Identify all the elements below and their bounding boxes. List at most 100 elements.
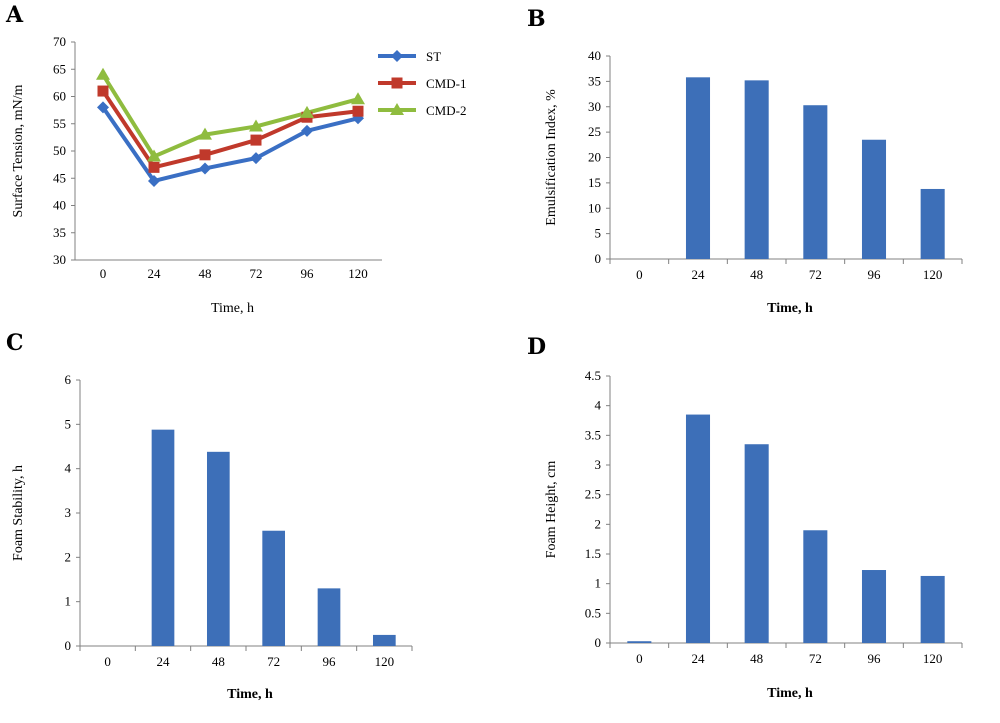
x-tick-label: 0	[104, 654, 111, 669]
point-st	[199, 162, 211, 175]
foam-height-chart: 0 0.5 1 1.5 2 2.5 3 3.5 4 4.5 Foam Height, cm Time,…	[544, 368, 963, 701]
foam-stability-chart: 0 1 2 3 4 5 6 Foam Stability, h Time, h 0 24 48 72 96…	[11, 372, 413, 702]
y-axis-title: Emulsification Index, %	[544, 89, 559, 226]
legend-label-cmd-1: CMD-1	[426, 76, 466, 91]
y-tick-label: 1.5	[585, 546, 601, 561]
y-tick-label: 1	[595, 576, 602, 591]
y-tick-label: 35	[53, 225, 66, 240]
bar-0	[627, 641, 652, 643]
y-tick-label: 65	[53, 61, 66, 76]
y-tick-label: 10	[588, 200, 601, 215]
x-tick-label: 24	[692, 651, 706, 666]
bar-48	[744, 444, 769, 643]
bar-120	[920, 575, 945, 643]
x-tick-label: 48	[212, 654, 225, 669]
x-tick-label: 24	[692, 267, 706, 282]
y-tick-label: 5	[595, 226, 602, 241]
x-tick-label: 120	[923, 651, 943, 666]
y-tick-label: 3.5	[585, 427, 601, 442]
legend-label-cmd-2: CMD-2	[426, 103, 466, 118]
y-tick-label: 3	[65, 505, 72, 520]
y-tick-label: 0.5	[585, 605, 601, 620]
y-tick-label: 2	[595, 516, 602, 531]
bar-72	[803, 530, 828, 643]
y-tick-label: 50	[53, 143, 66, 158]
bar-24	[685, 77, 711, 259]
y-axis-title: Foam Stability, h	[11, 465, 26, 561]
series-line-cmd-1	[101, 89, 359, 170]
point-cmd-1	[148, 161, 160, 173]
bar-120	[372, 634, 396, 646]
x-tick-label: 0	[636, 651, 643, 666]
point-cmd-1	[352, 105, 364, 117]
x-axis-title: Time, h	[211, 301, 254, 316]
x-tick-label: 48	[750, 651, 763, 666]
bar-72	[803, 105, 828, 259]
y-tick-label: 40	[53, 198, 66, 213]
x-tick-label: 120	[348, 266, 368, 281]
y-tick-label: 35	[588, 73, 601, 88]
point-st	[148, 174, 160, 187]
y-tick-label: 55	[53, 116, 66, 131]
y-tick-label: 4	[65, 461, 72, 476]
x-tick-label: 72	[809, 267, 822, 282]
point-st	[301, 124, 313, 137]
y-tick-label: 70	[53, 34, 66, 49]
point-cmd-2	[198, 127, 212, 140]
x-tick-label: 48	[199, 266, 212, 281]
y-tick-label: 4.5	[585, 368, 601, 383]
x-tick-label: 72	[250, 266, 263, 281]
bar-48	[206, 451, 230, 646]
y-axis-title: Foam Height, cm	[544, 461, 559, 559]
y-tick-label: 20	[588, 150, 601, 165]
y-tick-label: 3	[595, 457, 602, 472]
x-tick-label: 0	[100, 266, 107, 281]
series-line-st	[101, 106, 359, 183]
point-cmd-1	[250, 134, 262, 146]
legend-marker-cmd-2	[390, 103, 404, 115]
bar-72	[262, 530, 286, 646]
y-tick-label: 2	[65, 549, 72, 564]
y-tick-label: 0	[595, 251, 602, 266]
point-st	[250, 152, 262, 165]
y-tick-label: 2.5	[585, 487, 601, 502]
x-tick-label: 96	[323, 654, 337, 669]
point-st	[97, 101, 109, 114]
point-cmd-2	[351, 92, 365, 105]
y-tick-label: 40	[588, 48, 601, 63]
legend-marker-cmd-1	[391, 77, 403, 89]
x-tick-label: 96	[868, 651, 882, 666]
y-tick-label: 25	[588, 124, 601, 139]
x-tick-label: 24	[148, 266, 162, 281]
point-cmd-2	[249, 119, 263, 132]
y-tick-label: 15	[588, 175, 601, 190]
y-tick-label: 1	[65, 594, 72, 609]
y-tick-label: 60	[53, 89, 66, 104]
bar-96	[317, 588, 341, 646]
y-tick-label: 0	[595, 635, 602, 650]
point-cmd-2	[300, 105, 314, 118]
point-cmd-1	[199, 149, 211, 161]
x-tick-label: 0	[636, 267, 643, 282]
legend-label-st: ST	[426, 49, 441, 64]
panel-letter-b: B	[527, 6, 546, 32]
x-axis-title: Time, h	[227, 687, 273, 702]
x-tick-label: 96	[301, 266, 315, 281]
y-tick-label: 45	[53, 170, 66, 185]
surface-tension-chart: 30 35 40 45 50 55 60 65 70 Surface Tension, mN/m T…	[11, 34, 466, 316]
x-tick-label: 96	[868, 267, 882, 282]
y-tick-label: 6	[65, 372, 72, 387]
panel-letter-d: D	[527, 334, 546, 360]
x-axis-title: Time, h	[767, 301, 813, 316]
x-tick-label: 48	[750, 267, 763, 282]
x-tick-label: 24	[157, 654, 171, 669]
emulsification-index-chart: 0 5 10 15 20 25 30 35 40 Emulsification Index, % T…	[544, 48, 963, 316]
y-tick-label: 30	[53, 252, 66, 267]
y-tick-label: 4	[595, 398, 602, 413]
bar-96	[861, 139, 887, 259]
point-cmd-1	[97, 85, 109, 97]
legend-marker-st	[391, 50, 403, 62]
panel-letter-c: C	[6, 330, 24, 356]
point-cmd-2	[147, 149, 161, 162]
